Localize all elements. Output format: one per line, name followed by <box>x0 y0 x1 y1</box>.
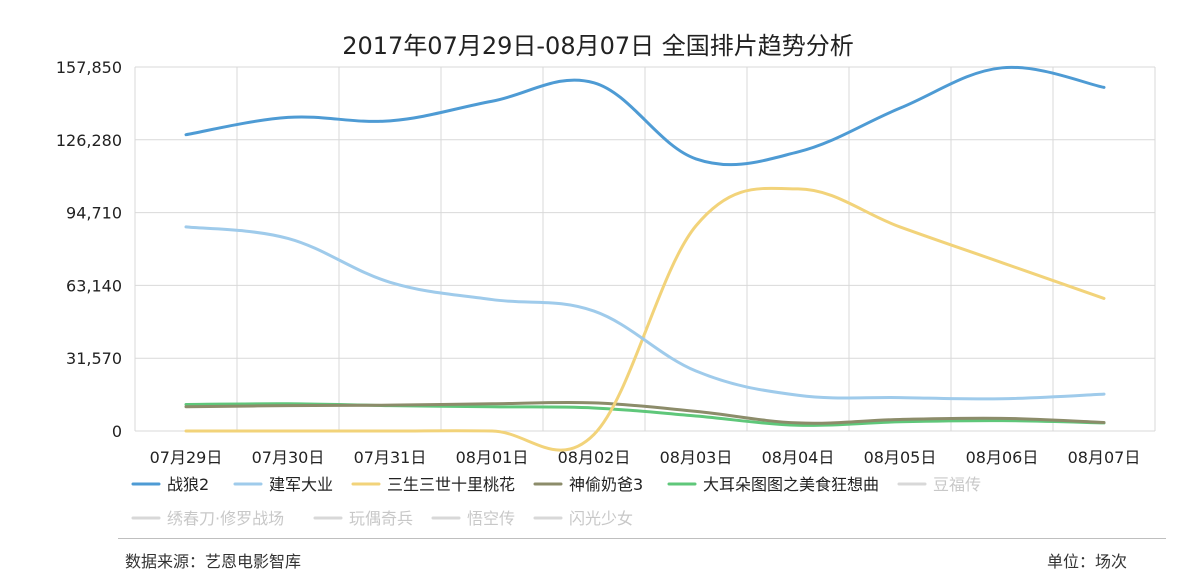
x-tick-label: 08月06日 <box>966 448 1039 467</box>
legend-item-label[interactable]: 大耳朵图图之美食狂想曲 <box>703 475 879 494</box>
series-line-建军大业 <box>184 225 1106 401</box>
series-line-神偷奶爸3 <box>184 400 1106 425</box>
y-tick-label: 0 <box>112 422 122 441</box>
x-tick-label: 07月31日 <box>354 448 427 467</box>
footer-divider <box>118 538 1166 539</box>
y-tick-label: 157,850 <box>56 58 122 77</box>
legend-item-label[interactable]: 建军大业 <box>269 475 333 494</box>
legend-item-label[interactable]: 闪光少女 <box>569 509 633 528</box>
x-tick-label: 08月04日 <box>762 448 835 467</box>
series-line-三生三世十里桃花 <box>184 186 1106 452</box>
legend-item-label[interactable]: 豆福传 <box>933 475 981 494</box>
legend-item-label[interactable]: 玩偶奇兵 <box>349 509 413 528</box>
y-tick-label: 94,710 <box>66 204 122 223</box>
y-tick-label: 31,570 <box>66 349 122 368</box>
unit-label: 单位：场次 <box>1046 552 1127 571</box>
x-tick-label: 07月30日 <box>252 448 325 467</box>
x-tick-label: 08月01日 <box>456 448 529 467</box>
data-source: 数据来源：艺恩电影智库 <box>125 552 302 571</box>
legend: 战狼2 建军大业 三生三世十里桃花 神偷奶爸3 大耳朵图图之美食狂想曲 豆福传绣春刀·修罗… <box>131 475 981 528</box>
legend-item-label[interactable]: 三生三世十里桃花 <box>387 475 515 494</box>
y-tick-label: 126,280 <box>56 131 122 150</box>
chart-grid <box>134 66 1156 432</box>
x-tick-label: 08月07日 <box>1068 448 1141 467</box>
x-tick-label: 08月03日 <box>660 448 733 467</box>
series-lines <box>184 65 1106 452</box>
legend-item-label[interactable]: 绣春刀·修罗战场 <box>167 509 284 528</box>
legend-item-label[interactable]: 悟空传 <box>467 509 515 528</box>
x-tick-label: 07月29日 <box>150 448 223 467</box>
legend-item-label[interactable]: 神偷奶爸3 <box>569 475 643 494</box>
x-tick-label: 08月02日 <box>558 448 631 467</box>
series-line-战狼2 <box>184 65 1106 167</box>
y-axis-ticks: 0 31,570 63,140 94,710 126,280 157,850 <box>56 58 122 441</box>
legend-item-label[interactable]: 战狼2 <box>167 475 209 494</box>
chart-title: 2017年07月29日-08月07日 全国排片趋势分析 <box>342 32 854 60</box>
y-tick-label: 63,140 <box>66 276 122 295</box>
x-tick-label: 08月05日 <box>864 448 937 467</box>
x-axis-ticks: 07月29日 07月30日 07月31日 08月01日 08月02日 08月03日 08月0… <box>150 448 1141 467</box>
